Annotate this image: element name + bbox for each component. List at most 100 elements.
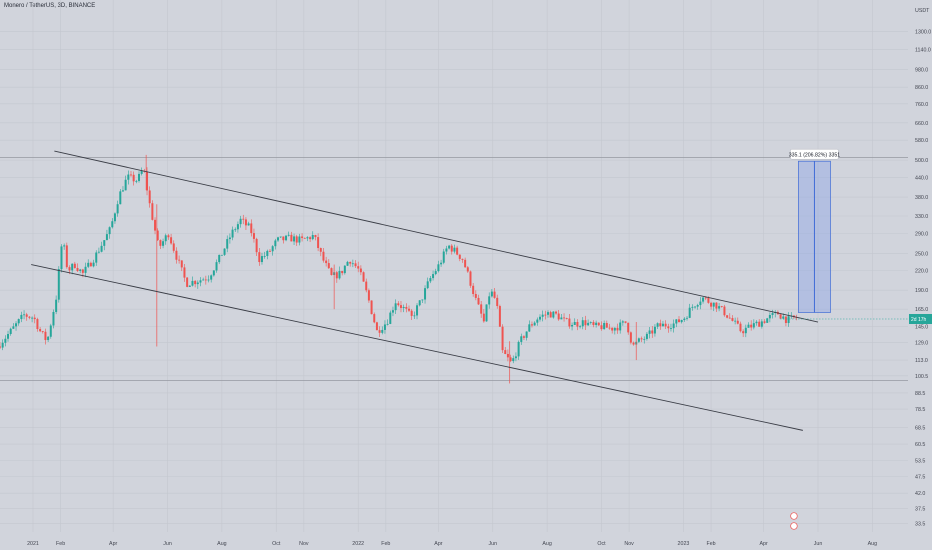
candle-down [667, 323, 670, 333]
candle-up [87, 259, 90, 269]
candle-up [386, 319, 389, 326]
candle-body [258, 252, 261, 263]
last-price-countdown: 2d 17h [911, 317, 927, 323]
candle-body [367, 290, 370, 301]
candle-body [779, 314, 782, 319]
candle-body [268, 250, 271, 252]
candle-body [450, 245, 453, 252]
candle-body [330, 268, 333, 276]
candle-body [616, 327, 619, 331]
candle-up [734, 317, 737, 325]
candle-up [490, 289, 493, 298]
candle-body [234, 229, 237, 231]
candle-up [210, 274, 213, 283]
candle-up [17, 318, 20, 326]
candle-down [739, 321, 742, 333]
candle-body [597, 322, 600, 326]
candle-body [306, 237, 309, 239]
last-price-badge [909, 313, 932, 324]
candle-down [132, 171, 135, 186]
candle-up [760, 319, 763, 329]
candle-up [236, 221, 239, 233]
candle-down [314, 234, 317, 241]
candle-down [723, 304, 726, 317]
candle-up [293, 233, 296, 245]
candle-body [212, 270, 215, 276]
candle-up [212, 270, 215, 277]
candle-body [704, 297, 707, 299]
candle-up [57, 266, 60, 303]
candle-up [52, 309, 55, 329]
candle-up [637, 337, 640, 344]
candle-up [389, 310, 392, 325]
candle-body [386, 323, 389, 325]
candle-body [750, 324, 753, 328]
y-tick-label: 250.0 [915, 251, 928, 257]
candle-body [667, 326, 670, 329]
candle-up [116, 200, 119, 217]
candle-body [103, 240, 106, 246]
candle-up [55, 295, 58, 315]
y-tick-label: 33.5 [915, 522, 925, 528]
candle-body [760, 321, 763, 327]
candle-down [501, 324, 504, 354]
candle-body [437, 264, 440, 272]
candle-body [731, 318, 734, 321]
candle-up [613, 327, 616, 335]
candle-body [611, 327, 614, 331]
candle-body [619, 322, 622, 331]
candle-down [544, 310, 547, 320]
candle-body [68, 267, 71, 271]
candle-down [779, 313, 782, 319]
candle-body [274, 240, 277, 247]
candle-up [645, 331, 648, 341]
candle-up [346, 260, 349, 266]
candle-body [349, 261, 352, 264]
candle-body [255, 238, 258, 253]
candle-up [127, 170, 130, 185]
candle-up [747, 322, 750, 328]
candle-body [410, 310, 413, 316]
y-tick-label: 580.0 [915, 138, 928, 144]
candle-up [121, 186, 124, 192]
candle-down [167, 233, 170, 240]
candle-up [162, 238, 165, 249]
candle-body [338, 270, 341, 279]
candle-body [514, 356, 517, 359]
candle-body [210, 275, 213, 280]
candle-body [57, 269, 60, 300]
candle-up [298, 233, 301, 246]
candle-up [402, 304, 405, 313]
candle-body [76, 267, 79, 272]
candle-body [720, 306, 723, 307]
y-tick-label: 37.5 [915, 506, 925, 512]
candle-body [325, 260, 328, 264]
candle-body [482, 313, 485, 322]
candle-body [23, 314, 26, 316]
x-tick-label: Oct [597, 541, 606, 547]
candle-down [322, 247, 325, 263]
candle-body [718, 306, 721, 309]
candle-body [576, 321, 579, 327]
candle-body [445, 248, 448, 252]
candle-body [589, 322, 592, 323]
candle-body [758, 321, 761, 327]
candle-down [325, 256, 328, 267]
candle-body [763, 321, 766, 323]
candle-up [771, 309, 774, 319]
y-tick-label: 290.0 [915, 231, 928, 237]
candle-body [552, 311, 555, 318]
candle-body [766, 318, 769, 323]
candle-down [268, 249, 271, 253]
candle-up [552, 311, 555, 319]
y-axis: 1300.0 1140.0 980.0 860.0 760.0 660.0 580.0 500… [915, 8, 931, 528]
candle-body [63, 245, 66, 247]
candle-down [148, 186, 151, 208]
candle-body [252, 233, 255, 239]
candle-up [418, 300, 421, 307]
candle-up [103, 240, 106, 251]
candle-body [432, 274, 435, 279]
candle-body [517, 341, 520, 357]
y-tick-label: 190.0 [915, 288, 928, 294]
